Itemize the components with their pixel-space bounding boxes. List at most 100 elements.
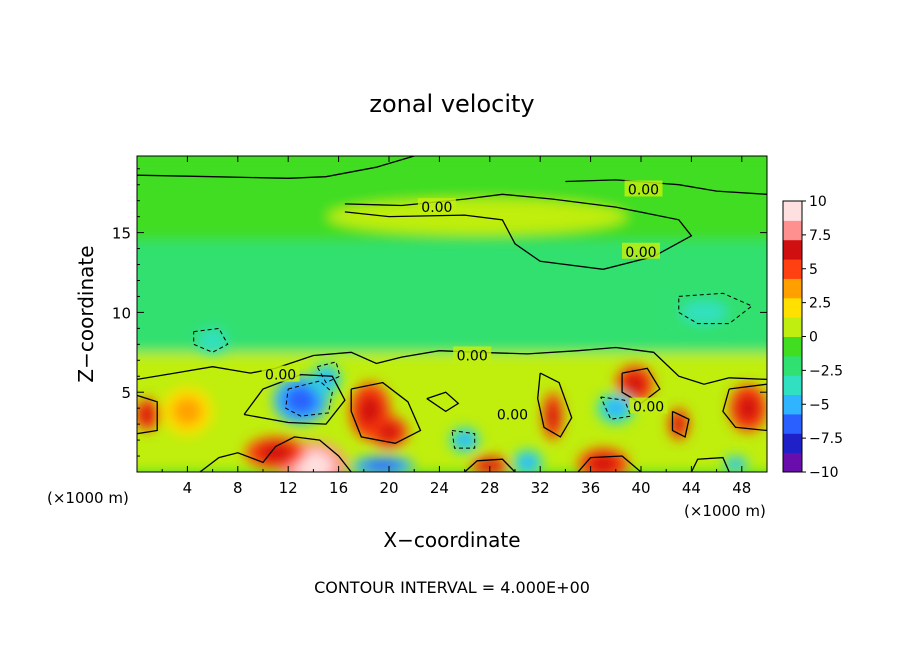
x-tick-label: 32 xyxy=(531,479,550,497)
y-tick-label: 15 xyxy=(112,225,131,243)
contour-interval-footer: CONTOUR INTERVAL = 4.000E+00 xyxy=(314,578,590,597)
velocity-feature-core xyxy=(588,454,619,472)
x-tick-label: 28 xyxy=(480,479,499,497)
x-tick-label: 20 xyxy=(379,479,398,497)
contour-line-zero xyxy=(137,346,767,385)
contour-line-negative xyxy=(600,396,632,420)
contour-label: 0.00 xyxy=(625,245,656,261)
x-unit-right: (×1000 m) xyxy=(684,502,766,520)
velocity-feature-core xyxy=(604,398,628,418)
x-tick-label: 44 xyxy=(682,479,701,497)
contour-line-negative xyxy=(678,292,753,325)
colorbar-segment xyxy=(783,355,802,376)
contour-line-zero xyxy=(722,383,767,432)
contour-label-bg xyxy=(493,405,532,422)
colorbar-segment xyxy=(783,259,802,279)
contour-line-zero xyxy=(137,156,415,179)
colorbar-segment xyxy=(783,413,802,434)
y-axis-label: Z−coordinate xyxy=(74,245,98,382)
colorbar-tick-label: −5 xyxy=(809,397,830,413)
velocity-field: 0.00 0.00 0.00 0.00 0.00 0.00 0.00 xyxy=(137,156,767,472)
velocity-feature-core xyxy=(478,459,502,472)
colorbar-segment xyxy=(783,278,802,299)
contour-line-negative xyxy=(285,380,333,417)
contour-labels: 0.00 0.00 0.00 0.00 0.00 0.00 0.00 xyxy=(261,180,668,424)
velocity-feature-core xyxy=(139,404,155,425)
contour-line-zero xyxy=(137,394,158,435)
background-band xyxy=(137,156,767,201)
contour-line-negative xyxy=(451,430,476,449)
contour-line-zero xyxy=(426,391,460,413)
contour-line-zero xyxy=(671,410,690,438)
contour-label-bg xyxy=(453,346,492,363)
y-axis-ticks: 5 10 15 xyxy=(112,168,767,457)
contour-line-zero xyxy=(350,381,422,444)
contour-label-bg xyxy=(629,397,668,414)
velocity-feature-core xyxy=(363,459,402,472)
colorbar-segment xyxy=(783,336,802,357)
colorbar-tick-label: −2.5 xyxy=(809,363,843,379)
contour-line-zero xyxy=(464,458,516,472)
colorbar-tick-label: 2.5 xyxy=(809,296,831,312)
velocity-feature-core xyxy=(546,401,559,431)
contour-line-zero xyxy=(344,193,693,270)
colorbar-tick-label: −7.5 xyxy=(809,431,843,447)
contour-line-negative xyxy=(193,327,229,353)
chart-title: zonal velocity xyxy=(369,90,534,118)
colorbar-tick-label: 0 xyxy=(809,330,818,346)
x-tick-label: 4 xyxy=(183,479,193,497)
velocity-feature-core xyxy=(681,300,727,324)
velocity-feature-core xyxy=(377,422,401,442)
colorbar-tick-label: −10 xyxy=(809,465,839,481)
contour-line-zero xyxy=(577,455,642,472)
colorbar-segment xyxy=(783,239,802,260)
x-tick-label: 48 xyxy=(732,479,751,497)
contour-label: 0.00 xyxy=(633,400,664,416)
contour-line-zero xyxy=(690,456,730,472)
colorbar: 10 7.5 5 2.5 0 −2.5 −5 −7.5 −10 xyxy=(782,194,843,481)
plot-frame xyxy=(136,155,768,473)
contour-label: 0.00 xyxy=(628,183,659,199)
contour-line-zero xyxy=(199,436,352,472)
colorbar-segment xyxy=(783,452,802,473)
x-unit-left: (×1000 m) xyxy=(47,489,129,507)
y-tick-label: 5 xyxy=(121,384,131,402)
x-tick-label: 12 xyxy=(279,479,298,497)
velocity-feature-core xyxy=(284,385,318,415)
contour-label: 0.00 xyxy=(497,408,528,424)
contour-label-bg xyxy=(624,180,663,197)
velocity-feature-core xyxy=(727,459,744,469)
colorbar-segment xyxy=(783,201,802,221)
velocity-feature-core xyxy=(736,393,760,423)
colorbar-tick-label: 7.5 xyxy=(809,228,831,244)
contour-label-bg xyxy=(417,198,456,215)
contour-label: 0.00 xyxy=(421,200,452,216)
x-tick-label: 24 xyxy=(430,479,449,497)
contour-line-zero xyxy=(243,373,346,425)
colorbar-tick-label: 5 xyxy=(809,262,818,278)
velocity-feature-core xyxy=(455,432,474,448)
contour-label-bg xyxy=(622,242,660,259)
x-tick-label: 8 xyxy=(233,479,243,497)
x-tick-label: 16 xyxy=(329,479,348,497)
contour-line-zero xyxy=(537,372,573,438)
velocity-feature-core xyxy=(623,372,647,396)
contour-label: 0.00 xyxy=(265,368,296,384)
velocity-feature-core xyxy=(203,333,222,349)
velocity-feature-core xyxy=(172,396,203,426)
velocity-feature-core xyxy=(518,454,537,471)
colorbar-segment xyxy=(783,394,802,415)
colorbar-segment xyxy=(783,317,802,337)
colorbar-segment xyxy=(783,433,802,454)
colorbar-segment xyxy=(783,375,802,396)
contour-line-zero xyxy=(621,367,661,405)
x-tick-label: 40 xyxy=(631,479,650,497)
contour-label: 0.00 xyxy=(457,348,488,364)
x-tick-label: 36 xyxy=(581,479,600,497)
velocity-feature-core xyxy=(672,414,685,434)
colorbar-segment xyxy=(783,297,802,318)
contour-line-zero xyxy=(565,179,767,195)
colorbar-segment xyxy=(783,220,802,241)
background-band xyxy=(137,352,767,472)
